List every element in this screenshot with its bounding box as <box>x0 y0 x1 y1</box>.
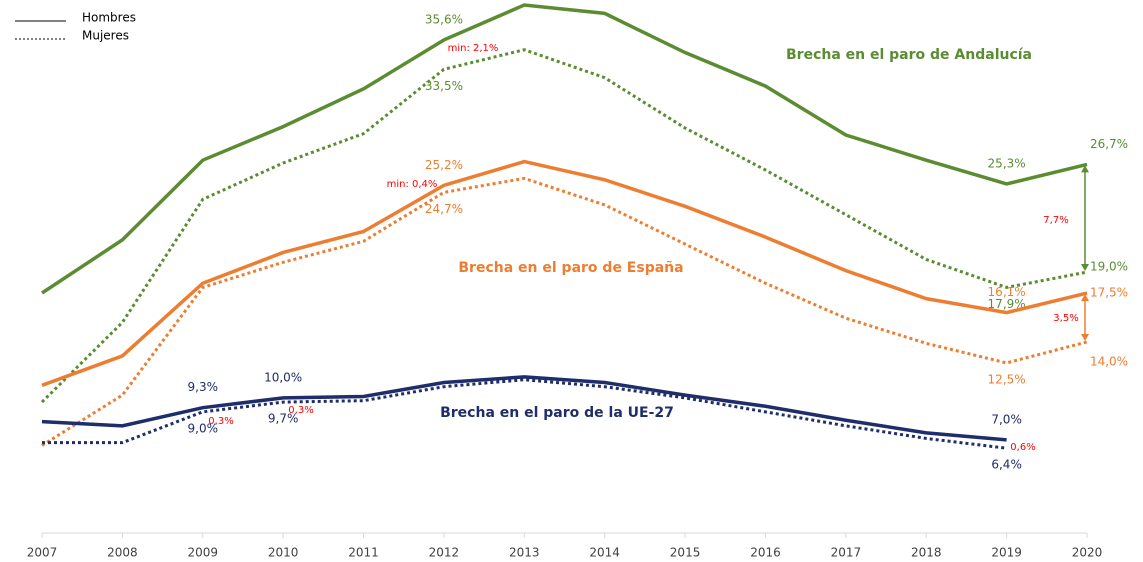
x-tick-label: 2012 <box>429 546 460 560</box>
series-line <box>41 375 1007 442</box>
annotation: min: 2,1% <box>448 43 499 54</box>
group-label: Brecha en el paro de Andalucía <box>786 47 1032 63</box>
arrow-head <box>1081 165 1089 173</box>
x-tick-label: 2016 <box>750 546 781 560</box>
x-tick-label: 2020 <box>1072 546 1103 560</box>
legend-label: Hombres <box>82 11 136 25</box>
data-label: 7,0% <box>991 412 1022 426</box>
group-label: Brecha en el paro de España <box>458 260 683 276</box>
data-label: 25,2% <box>425 158 463 172</box>
x-tick-label: 2007 <box>27 546 58 560</box>
annotation: 0,3% <box>208 416 233 427</box>
annotation: 3,5% <box>1053 313 1078 324</box>
x-tick-label: 2017 <box>831 546 862 560</box>
x-tick-label: 2011 <box>348 546 379 560</box>
annotation: 0,3% <box>288 405 313 416</box>
x-tick-label: 2018 <box>911 546 942 560</box>
data-label: 35,6% <box>425 12 463 26</box>
data-label: 24,7% <box>425 202 463 216</box>
series-line <box>41 159 1088 387</box>
series-line <box>40 48 1088 404</box>
data-label: 14,0% <box>1090 354 1128 368</box>
data-label: 6,4% <box>991 458 1022 472</box>
data-label: 9,3% <box>188 380 219 394</box>
data-label: 26,7% <box>1090 137 1128 151</box>
data-label: 9,7% <box>268 412 299 426</box>
annotation: 0,6% <box>1010 442 1035 453</box>
annotation: 7,7% <box>1043 215 1068 226</box>
data-label: 9,0% <box>188 421 219 435</box>
x-tick-label: 2014 <box>589 546 620 560</box>
data-label: 12,5% <box>988 372 1026 386</box>
group-label: Brecha en el paro de la UE-27 <box>440 405 674 421</box>
x-tick-label: 2008 <box>107 546 138 560</box>
x-tick-label: 2013 <box>509 546 540 560</box>
legend-label: Mujeres <box>82 29 129 43</box>
arrow-head <box>1081 294 1089 302</box>
data-label: 16,1% <box>988 285 1026 299</box>
data-label: 17,9% <box>988 297 1026 311</box>
x-tick-label: 2009 <box>187 546 218 560</box>
arrow-head <box>1081 264 1089 272</box>
series-line <box>41 176 1088 447</box>
data-label: 25,3% <box>988 156 1026 170</box>
arrow-head <box>1081 333 1089 341</box>
x-tick-label: 2010 <box>268 546 299 560</box>
data-label: 17,5% <box>1090 286 1128 300</box>
data-label: 10,0% <box>264 370 302 384</box>
annotation: min: 0,4% <box>387 179 438 190</box>
data-label: 19,0% <box>1090 260 1128 274</box>
data-label: 33,5% <box>425 79 463 93</box>
x-tick-label: 2015 <box>670 546 701 560</box>
series-line <box>41 3 1088 295</box>
x-tick-label: 2019 <box>991 546 1022 560</box>
